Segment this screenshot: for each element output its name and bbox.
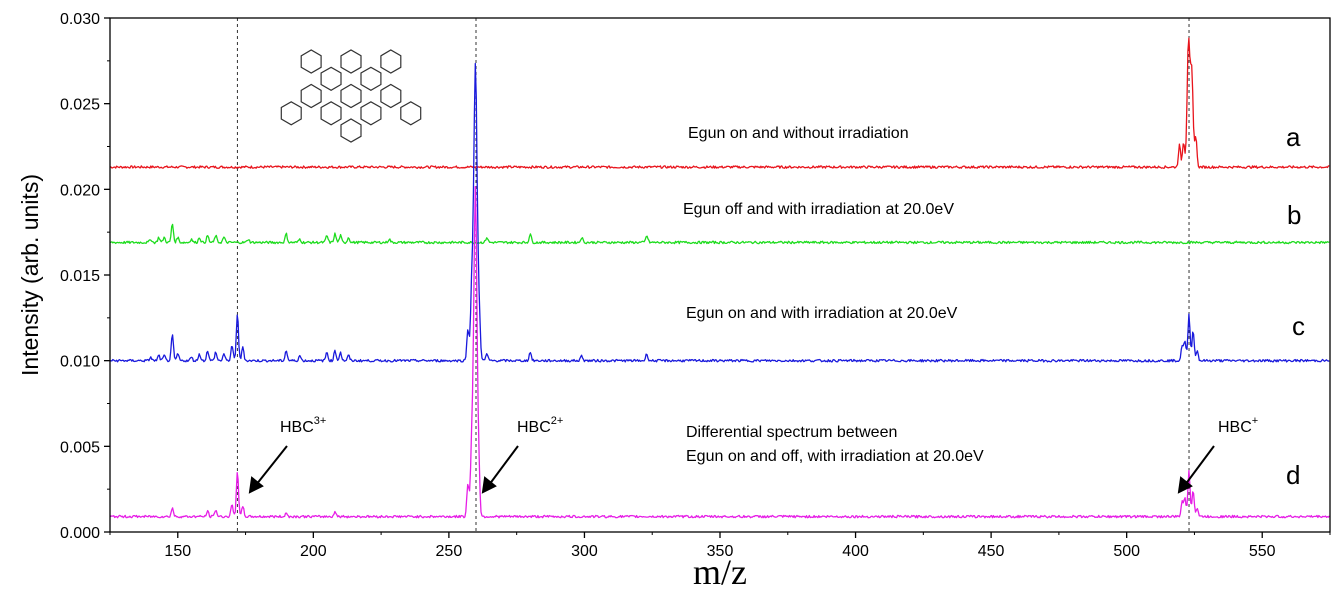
trace-label-b: b xyxy=(1287,200,1301,230)
molecule-ring xyxy=(380,83,402,109)
trace-d xyxy=(109,185,1330,519)
trace-label-a: a xyxy=(1286,122,1301,152)
arrow-hbc3-head xyxy=(248,476,264,494)
molecule-ring xyxy=(300,49,322,74)
x-tick-label: 200 xyxy=(300,543,327,560)
x-tick-label: 150 xyxy=(164,543,191,560)
trace-b xyxy=(109,223,1330,245)
arrow-hbc3 xyxy=(255,445,288,486)
molecule-ring xyxy=(320,66,342,91)
molecule-ring xyxy=(360,101,382,126)
x-axis-ticks: 150 200 250 300 350 400 450 500 550 xyxy=(109,532,1331,560)
arrow-hbc2-head xyxy=(481,476,497,494)
x-tick-label: 300 xyxy=(571,543,598,560)
ion-label-hbc1: HBC+ xyxy=(1218,415,1258,436)
annotation-a: Egun on and without irradiation xyxy=(688,125,909,142)
molecule-ring xyxy=(400,101,422,126)
molecule-ring xyxy=(340,118,362,143)
trace-label-d: d xyxy=(1286,460,1300,490)
annotation-c: Egun on and with irradiation at 20.0eV xyxy=(686,305,958,322)
molecule-ring xyxy=(280,101,302,126)
trace-c xyxy=(109,62,1330,363)
y-tick-label: 0.015 xyxy=(60,268,100,285)
ion-label-hbc2: HBC2+ xyxy=(517,415,563,436)
x-tick-label: 550 xyxy=(1249,543,1276,560)
y-tick-label: 0.010 xyxy=(60,354,100,371)
x-tick-label: 450 xyxy=(978,543,1005,560)
ion-label-hbc3: HBC3+ xyxy=(280,415,326,436)
molecule-ring xyxy=(300,83,322,109)
y-tick-label: 0.005 xyxy=(60,439,100,456)
molecule-ring xyxy=(340,83,362,109)
x-tick-label: 250 xyxy=(436,543,463,560)
molecule-ring xyxy=(320,101,342,126)
y-tick-label: 0.020 xyxy=(60,182,100,199)
y-tick-label: 0.025 xyxy=(60,97,100,114)
molecule-ring xyxy=(380,49,402,74)
arrow-hbc1-head xyxy=(1177,476,1193,494)
arrows xyxy=(248,445,1215,494)
x-tick-label: 400 xyxy=(842,543,869,560)
annotation-b: Egun off and with irradiation at 20.0eV xyxy=(683,201,954,218)
ion-label-hbc2-charge: 2+ xyxy=(551,415,564,427)
y-axis-label: Intensity (arb. units) xyxy=(17,174,43,376)
ion-label-hbc1-base: HBC xyxy=(1218,419,1252,436)
trace-a xyxy=(109,37,1330,169)
traces xyxy=(109,37,1330,519)
annotation-d-line1: Differential spectrum between xyxy=(686,424,897,441)
ion-label-hbc3-base: HBC xyxy=(280,419,314,436)
arrow-hbc2 xyxy=(488,445,519,486)
ion-label-hbc2-base: HBC xyxy=(517,419,551,436)
annotation-d-line2: Egun on and off, with irradiation at 20.… xyxy=(686,448,984,465)
x-tick-label: 350 xyxy=(707,543,734,560)
x-tick-label: 500 xyxy=(1113,543,1140,560)
y-tick-label: 0.000 xyxy=(60,525,100,542)
y-tick-label: 0.030 xyxy=(60,11,100,28)
ion-label-hbc3-charge: 3+ xyxy=(314,415,327,427)
arrow-hbc1 xyxy=(1184,445,1215,486)
molecule-ring xyxy=(360,66,382,91)
y-axis-ticks: 0.000 0.005 0.010 0.015 0.020 0.025 0.030 xyxy=(60,11,110,542)
ion-label-hbc1-charge: + xyxy=(1252,415,1258,427)
trace-label-c: c xyxy=(1292,311,1305,341)
molecule-ring xyxy=(340,49,362,74)
hbc-molecule-structure xyxy=(280,49,422,143)
x-axis-label: m/z xyxy=(693,552,747,592)
